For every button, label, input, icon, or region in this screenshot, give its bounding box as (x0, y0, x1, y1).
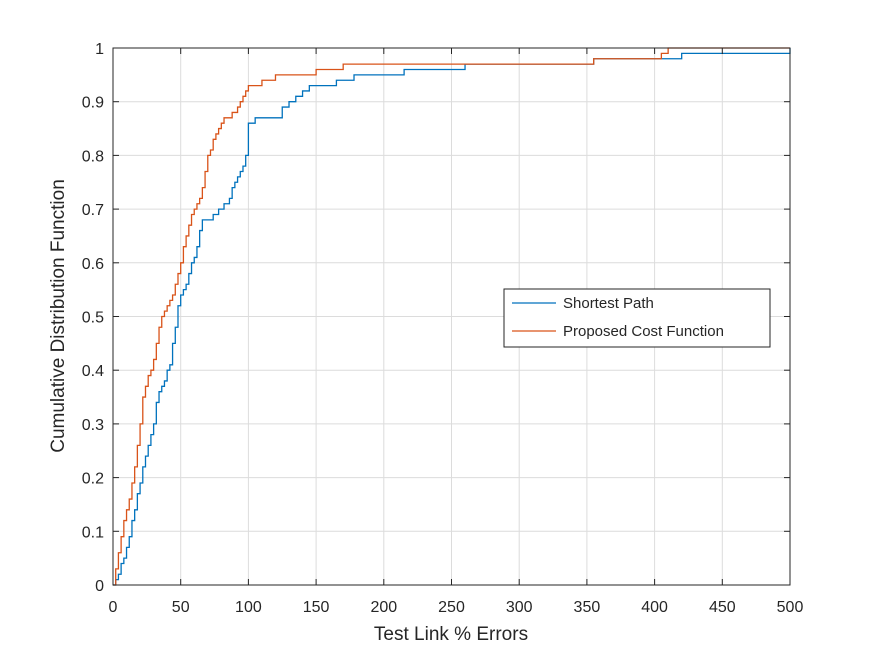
x-axis-label: Test Link % Errors (374, 624, 528, 645)
legend-label-proposed-cost-function: Proposed Cost Function (563, 323, 724, 340)
y-tick-label: 0.4 (82, 363, 104, 380)
x-tick-label: 200 (370, 599, 397, 616)
series-line-proposed-cost-function (113, 47, 790, 586)
tick-marks (112, 47, 791, 586)
data-series (113, 47, 791, 586)
y-tick-label: 0 (95, 578, 104, 595)
x-tick-label: 450 (709, 599, 736, 616)
y-tick-label: 0.2 (82, 471, 104, 488)
x-tick-labels: 0 50 100 150 200 250 300 350 400 450 500 (109, 599, 804, 616)
y-tick-labels: 0 0.1 0.2 0.3 0.4 0.5 0.6 0.7 0.8 0.9 1 (82, 41, 104, 595)
x-tick-label: 0 (109, 599, 118, 616)
y-axis-label: Cumulative Distribution Function (48, 179, 69, 453)
x-tick-label: 400 (641, 599, 668, 616)
legend-box (503, 288, 771, 348)
y-tick-label: 0.5 (82, 310, 104, 327)
y-tick-label: 0.7 (82, 202, 104, 219)
x-tick-label: 100 (235, 599, 262, 616)
x-tick-label: 350 (574, 599, 601, 616)
x-tick-label: 50 (172, 599, 190, 616)
y-tick-label: 0.8 (82, 148, 104, 165)
y-tick-label: 0.9 (82, 95, 104, 112)
y-tick-label: 0.3 (82, 417, 104, 434)
legend: Shortest Path Proposed Cost Function (503, 288, 771, 348)
x-tick-label: 250 (438, 599, 465, 616)
legend-label-shortest-path: Shortest Path (563, 295, 654, 312)
series-line-shortest-path (113, 48, 791, 586)
y-tick-label: 0.1 (82, 524, 104, 541)
x-tick-label: 150 (303, 599, 330, 616)
x-tick-label: 300 (506, 599, 533, 616)
y-tick-label: 0.6 (82, 256, 104, 273)
x-tick-label: 500 (777, 599, 804, 616)
y-tick-label: 1 (95, 41, 104, 58)
